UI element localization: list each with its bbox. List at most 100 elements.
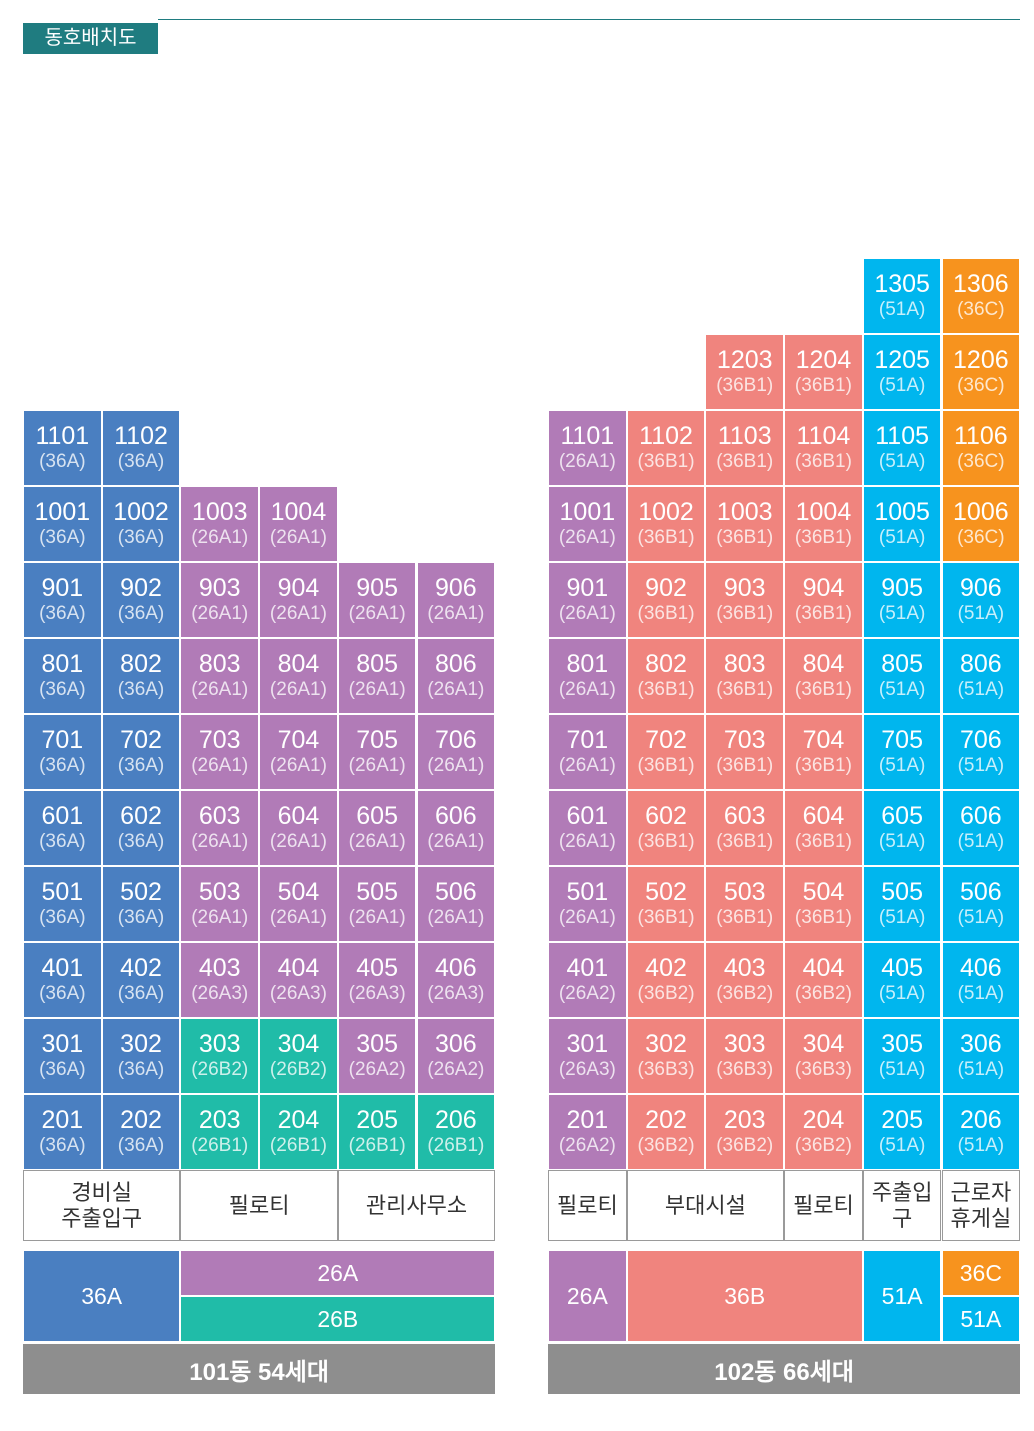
unit-number: 401	[41, 954, 84, 982]
unit-cell: 706 (51A)	[941, 714, 1021, 790]
unit-cell: 203 (26B1)	[180, 1094, 260, 1170]
unit-cell: 1203 (36B1)	[705, 334, 785, 410]
unit-number: 1305	[874, 270, 930, 298]
unit-type: (36C)	[957, 299, 1005, 320]
unit-cell: 405 (26A3)	[337, 942, 417, 1018]
unit-number: 1205	[874, 346, 930, 374]
unit-type: (36B1)	[637, 451, 695, 472]
unit-cell: 504 (36B1)	[784, 866, 863, 942]
unit-cell: 805 (26A1)	[337, 638, 417, 714]
unit-cell: 402 (36A)	[101, 942, 181, 1018]
unit-cell: 802 (36B1)	[626, 638, 706, 714]
unit-cell: 203 (36B2)	[705, 1094, 785, 1170]
unit-type: (26A2)	[348, 1059, 406, 1080]
page-title: 동호배치도	[23, 23, 158, 54]
unit-type: (26A1)	[348, 831, 406, 852]
unit-type: (51A)	[878, 831, 926, 852]
unit-cell: 604 (36B1)	[784, 790, 863, 866]
unit-type: (36B1)	[716, 755, 774, 776]
unit-type: (36B2)	[716, 1135, 774, 1156]
unit-number: 801	[566, 650, 609, 678]
unit-number: 701	[41, 726, 84, 754]
unit-number: 801	[41, 650, 84, 678]
unit-cell: 806 (51A)	[941, 638, 1021, 714]
unit-cell: 501 (26A1)	[548, 866, 627, 942]
legend-block: 51A	[862, 1250, 942, 1342]
unit-type: (26A2)	[427, 1059, 485, 1080]
unit-cell: 402 (36B2)	[626, 942, 706, 1018]
ground-floor-cell: 근로자 휴게실	[941, 1170, 1021, 1241]
unit-type: (26A1)	[558, 831, 616, 852]
unit-number: 505	[881, 878, 923, 906]
unit-cell: 601 (26A1)	[548, 790, 627, 866]
unit-cell: 901 (36A)	[23, 562, 102, 638]
ground-floor-cell: 필로티	[548, 1170, 627, 1241]
unit-type: (26A1)	[269, 831, 327, 852]
unit-type: (26A1)	[269, 527, 327, 548]
unit-cell: 1003 (26A1)	[180, 486, 260, 562]
unit-number: 501	[566, 878, 609, 906]
unit-type: (36B1)	[637, 755, 695, 776]
unit-number: 1001	[559, 498, 616, 526]
unit-cell: 603 (36B1)	[705, 790, 785, 866]
unit-type: (26A1)	[427, 755, 485, 776]
unit-cell: 604 (26A1)	[259, 790, 338, 866]
unit-type: (51A)	[957, 907, 1005, 928]
unit-cell: 302 (36A)	[101, 1018, 181, 1094]
unit-cell: 501 (36A)	[23, 866, 102, 942]
unit-cell: 405 (51A)	[862, 942, 942, 1018]
unit-type: (51A)	[878, 603, 926, 624]
unit-number: 204	[277, 1106, 320, 1134]
unit-cell: 303 (26B2)	[180, 1018, 260, 1094]
unit-number: 303	[723, 1030, 766, 1058]
unit-number: 1101	[35, 422, 90, 450]
unit-cell: 1206 (36C)	[941, 334, 1021, 410]
unit-cell: 606 (51A)	[941, 790, 1021, 866]
unit-number: 602	[120, 802, 162, 830]
unit-type: (51A)	[878, 1059, 926, 1080]
unit-cell: 1001 (36A)	[23, 486, 102, 562]
unit-type: (36A)	[117, 679, 165, 700]
unit-cell: 301 (36A)	[23, 1018, 102, 1094]
unit-number: 704	[277, 726, 320, 754]
unit-cell: 404 (36B2)	[784, 942, 863, 1018]
unit-type: (36A)	[39, 907, 86, 928]
unit-cell: 406 (26A3)	[416, 942, 496, 1018]
unit-type: (51A)	[957, 1135, 1005, 1156]
unit-type: (36B1)	[794, 679, 852, 700]
ground-floor-cell: 부대시설	[626, 1170, 785, 1241]
unit-cell: 701 (26A1)	[548, 714, 627, 790]
unit-type: (36A)	[39, 1059, 86, 1080]
unit-type: (36A)	[39, 527, 86, 548]
unit-number: 901	[566, 574, 609, 602]
unit-cell: 204 (36B2)	[784, 1094, 863, 1170]
unit-number: 605	[356, 802, 398, 830]
unit-number: 1101	[560, 422, 615, 450]
unit-type: (36A)	[117, 983, 165, 1004]
unit-cell: 801 (36A)	[23, 638, 102, 714]
unit-type: (36C)	[957, 451, 1005, 472]
unit-type: (36A)	[117, 755, 165, 776]
unit-type: (36B1)	[794, 527, 852, 548]
unit-cell: 701 (36A)	[23, 714, 102, 790]
unit-type: (36A)	[39, 831, 86, 852]
unit-type: (51A)	[878, 983, 926, 1004]
legend-block: 36C	[941, 1250, 1021, 1296]
unit-cell: 401 (36A)	[23, 942, 102, 1018]
unit-type: (26B1)	[348, 1135, 406, 1156]
unit-type: (36B1)	[794, 907, 852, 928]
unit-type: (36B1)	[716, 375, 774, 396]
unit-number: 906	[959, 574, 1002, 602]
unit-number: 905	[356, 574, 398, 602]
unit-cell: 1101 (36A)	[23, 410, 102, 486]
unit-cell: 403 (36B2)	[705, 942, 785, 1018]
building-footer: 102동 66세대	[548, 1344, 1021, 1394]
unit-number: 405	[356, 954, 398, 982]
unit-type: (26A1)	[427, 831, 485, 852]
unit-cell: 1103 (36B1)	[705, 410, 785, 486]
unit-cell: 903 (36B1)	[705, 562, 785, 638]
unit-type: (51A)	[957, 831, 1005, 852]
unit-cell: 605 (51A)	[862, 790, 942, 866]
ground-floor-label: 필로티	[556, 1192, 618, 1218]
unit-type: (51A)	[957, 755, 1005, 776]
